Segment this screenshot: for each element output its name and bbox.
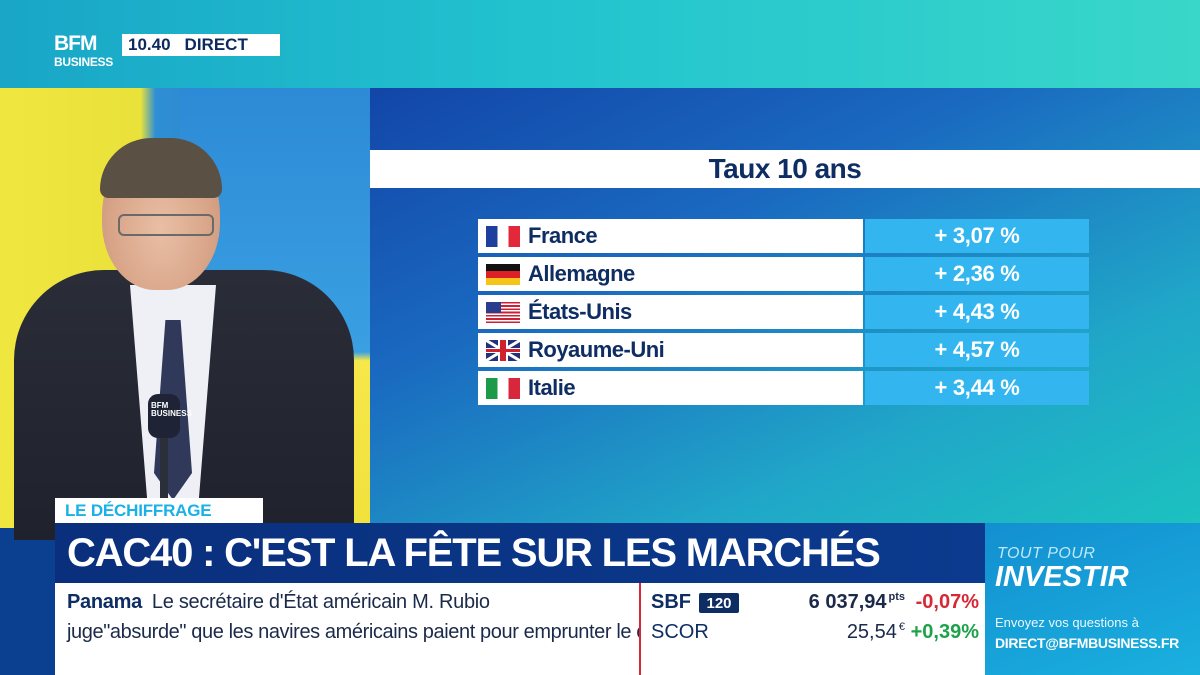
live-indicator: 10.40 DIRECT	[122, 34, 280, 56]
microphone-label: BFM BUSINESS	[151, 401, 192, 418]
germany-flag-icon	[486, 263, 520, 285]
headline-bar: CAC40 : C'EST LA FÊTE SUR LES MARCHÉS	[55, 523, 985, 583]
ticker-divider	[639, 583, 641, 675]
rate-row-usa: États-Unis + 4,43 %	[478, 295, 1089, 329]
headline: CAC40 : C'EST LA FÊTE SUR LES MARCHÉS	[67, 530, 881, 575]
rate-row-germany: Allemagne + 2,36 %	[478, 257, 1089, 291]
market-change: +0,39%	[910, 621, 979, 643]
investir-tagline: TOUT POUR	[997, 545, 1096, 562]
rate-row-italy: Italie + 3,44 %	[478, 371, 1089, 405]
segment-kicker: LE DÉCHIFFRAGE	[55, 498, 263, 523]
microphone-icon: BFM BUSINESS	[148, 394, 192, 438]
rate-country-cell: Allemagne	[478, 257, 863, 291]
rate-value: + 3,07 %	[865, 219, 1089, 253]
market-change: -0,07%	[915, 591, 979, 613]
rate-value: + 3,44 %	[865, 371, 1089, 405]
investir-title: INVESTIR	[995, 561, 1129, 593]
clock-time: 10.40	[128, 35, 171, 54]
investir-promo: TOUT POUR INVESTIR Envoyez vos questions…	[985, 523, 1200, 675]
rate-country: Royaume-Uni	[528, 337, 665, 362]
news-ticker: Panama Le secrétaire d'État américain M. …	[55, 583, 688, 675]
market-name: SBF	[651, 591, 691, 613]
usa-flag-icon	[486, 301, 520, 323]
news-topic: Panama	[67, 591, 142, 613]
rate-country-cell: France	[478, 219, 863, 253]
market-value-number: 6 037,94	[808, 591, 887, 613]
news-text-1: Le secrétaire d'État américain M. Rubio	[151, 591, 490, 613]
news-line-1: Panama Le secrétaire d'État américain M. …	[67, 591, 490, 614]
rate-country: États-Unis	[528, 299, 632, 324]
news-line-2: juge"absurde" que les navires américains…	[67, 621, 688, 643]
investir-email: DIRECT@BFMBUSINESS.FR	[995, 635, 1179, 651]
presenter-hair	[100, 138, 222, 198]
uk-flag-icon	[486, 339, 520, 361]
bfm-business-logo: BFM BUSINESS	[54, 33, 118, 75]
live-label: DIRECT	[184, 35, 248, 54]
rate-country-cell: Italie	[478, 371, 863, 405]
market-unit: €	[898, 621, 905, 634]
rate-row-uk: Royaume-Uni + 4,57 %	[478, 333, 1089, 367]
logo-text-top: BFM	[54, 32, 97, 55]
market-ticker: SBF 120 6 037,94 pts -0,07% SCOR 25,54 € +…	[641, 583, 985, 675]
market-value: 25,54 €	[847, 621, 905, 644]
market-badge: 120	[699, 593, 739, 613]
market-name: SCOR	[651, 621, 709, 643]
rate-row-france: France + 3,07 %	[478, 219, 1089, 253]
rate-value: + 4,57 %	[865, 333, 1089, 367]
market-value: 6 037,94 pts	[809, 591, 905, 614]
rates-graphic-title: Taux 10 ans	[370, 150, 1200, 188]
rate-country-cell: États-Unis	[478, 295, 863, 329]
logo-text-bottom: BUSINESS	[54, 55, 113, 69]
market-value-number: 25,54	[846, 621, 897, 643]
italy-flag-icon	[486, 377, 520, 399]
rate-country-cell: Royaume-Uni	[478, 333, 863, 367]
france-flag-icon	[486, 225, 520, 247]
rate-country: Italie	[528, 375, 576, 400]
market-unit: pts	[888, 591, 906, 604]
presenter-glasses	[118, 214, 214, 236]
investir-question: Envoyez vos questions à	[995, 615, 1139, 630]
microphone-stand	[160, 436, 168, 506]
rate-country: France	[528, 223, 598, 248]
market-row-sbf120: SBF 120 6 037,94 pts -0,07%	[641, 588, 985, 618]
rate-value: + 4,43 %	[865, 295, 1089, 329]
market-row-scor: SCOR 25,54 € +0,39%	[641, 618, 985, 648]
rate-country: Allemagne	[528, 261, 635, 286]
rate-value: + 2,36 %	[865, 257, 1089, 291]
